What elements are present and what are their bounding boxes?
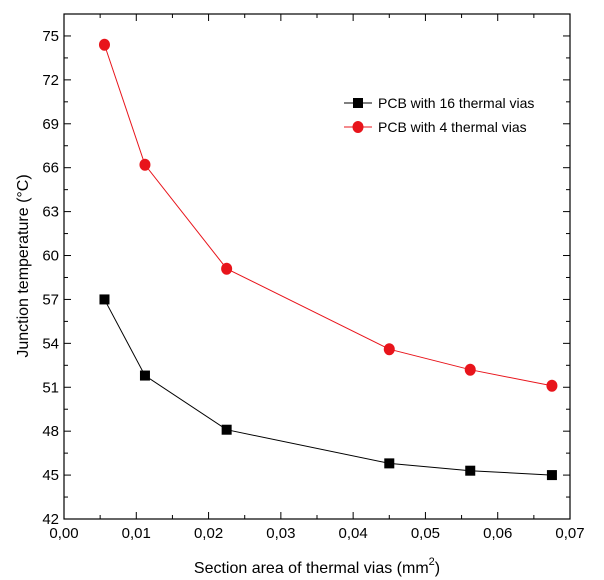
y-tick-label: 63 <box>42 204 59 221</box>
x-tick-label: 0,03 <box>266 525 295 542</box>
y-tick-label: 48 <box>42 423 59 440</box>
y-axis-title: Junction temperature (°C) <box>15 174 32 357</box>
data-point-square <box>221 424 232 435</box>
x-tick-label: 0,05 <box>411 525 440 542</box>
legend-circle-marker <box>352 121 364 133</box>
x-tick-label: 0,07 <box>555 525 584 542</box>
y-tick-label: 69 <box>42 116 59 133</box>
y-tick-label: 51 <box>42 379 59 396</box>
data-point-square <box>99 294 110 305</box>
x-tick-label: 0,04 <box>339 525 368 542</box>
y-tick-label: 42 <box>42 511 59 528</box>
x-tick-label: 0,02 <box>194 525 223 542</box>
series-line-0 <box>104 299 552 476</box>
y-tick-label: 72 <box>42 72 59 89</box>
series-line-1 <box>104 44 553 387</box>
legend-label-16-vias: PCB with 16 thermal vias <box>378 95 534 111</box>
legend: PCB with 16 thermal vias PCB with 4 ther… <box>344 95 534 135</box>
legend-label-4-vias: PCB with 4 thermal vias <box>378 119 527 135</box>
y-tick-label: 75 <box>42 28 59 45</box>
x-tick-label: 0,01 <box>122 525 151 542</box>
series-group <box>98 38 558 481</box>
data-point-circle <box>221 262 233 275</box>
data-point-square <box>139 370 150 381</box>
y-tick-label: 60 <box>42 248 59 265</box>
y-tick-label: 54 <box>42 335 59 352</box>
data-point-square <box>384 458 395 469</box>
legend-square-marker <box>353 98 363 108</box>
x-axis-title: Section area of thermal vias (mm2) <box>194 556 440 577</box>
data-point-circle <box>139 158 151 171</box>
x-tick-label: 0,06 <box>483 525 512 542</box>
y-tick-label: 66 <box>42 160 59 177</box>
data-point-circle <box>464 363 476 376</box>
tick-labels: 0,00 0,01 0,02 0,03 0,04 0,05 0,06 0,07 42 45 48 51… <box>42 28 584 542</box>
data-point-circle <box>383 343 395 356</box>
data-point-square <box>546 470 557 481</box>
axis-ticks <box>63 13 571 520</box>
data-point-circle <box>98 38 110 51</box>
data-point-circle <box>546 379 558 392</box>
x-tick-label: 0,00 <box>49 525 78 542</box>
y-tick-label: 45 <box>42 467 59 484</box>
plot-frame <box>63 13 571 520</box>
y-tick-label: 57 <box>42 291 59 308</box>
data-point-square <box>465 465 476 476</box>
